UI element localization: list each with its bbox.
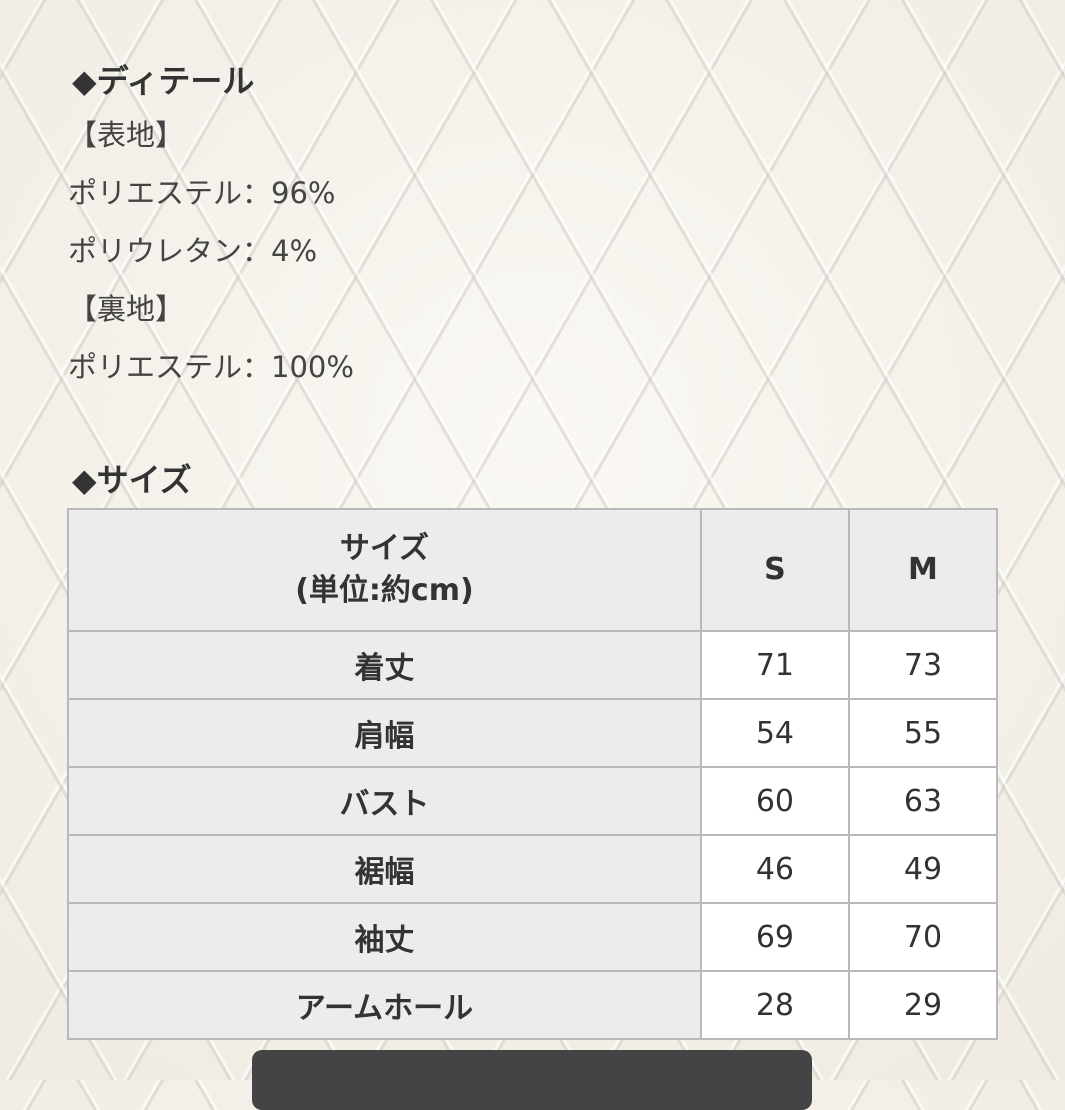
bottom-banner: [252, 1050, 812, 1110]
value-s: 60: [699, 766, 850, 836]
detail-line: 【表地】: [68, 118, 185, 152]
table-row: アームホール 28 29: [67, 970, 999, 1040]
value-s: 69: [699, 902, 850, 972]
size-heading: ◆サイズ: [72, 461, 192, 499]
row-label: 着丈: [67, 630, 702, 700]
value-m: 63: [847, 766, 999, 836]
detail-line: ポリエステル：96%: [68, 176, 336, 210]
row-label: バスト: [67, 766, 702, 836]
table-header-row: サイズ (単位:約cm) S M: [67, 508, 999, 632]
value-m: 49: [847, 834, 999, 904]
header-label-cell: サイズ (単位:約cm): [67, 508, 702, 632]
size-table: サイズ (単位:約cm) S M 着丈 71 73 肩幅 54 55 バスト 60 63 裾…: [67, 508, 999, 1040]
value-s: 71: [699, 630, 850, 700]
value-m: 70: [847, 902, 999, 972]
table-row: 着丈 71 73: [67, 630, 999, 700]
detail-line: ポリウレタン：4%: [68, 234, 318, 268]
header-size-m: M: [847, 508, 999, 632]
header-size-s: S: [699, 508, 850, 632]
value-s: 54: [699, 698, 850, 768]
value-m: 55: [847, 698, 999, 768]
table-row: 裾幅 46 49: [67, 834, 999, 904]
header-label: サイズ: [339, 531, 429, 566]
detail-line: ポリエステル：100%: [68, 350, 354, 384]
header-unit: (単位:約cm): [295, 573, 474, 608]
value-m: 73: [847, 630, 999, 700]
detail-line: 【裏地】: [68, 292, 185, 326]
table-row: 袖丈 69 70: [67, 902, 999, 972]
detail-heading: ◆ディテール: [72, 62, 255, 100]
table-row: バスト 60 63: [67, 766, 999, 836]
value-s: 46: [699, 834, 850, 904]
row-label: 袖丈: [67, 902, 702, 972]
table-row: 肩幅 54 55: [67, 698, 999, 768]
value-m: 29: [847, 970, 999, 1040]
row-label: アームホール: [67, 970, 702, 1040]
value-s: 28: [699, 970, 850, 1040]
row-label: 肩幅: [67, 698, 702, 768]
row-label: 裾幅: [67, 834, 702, 904]
